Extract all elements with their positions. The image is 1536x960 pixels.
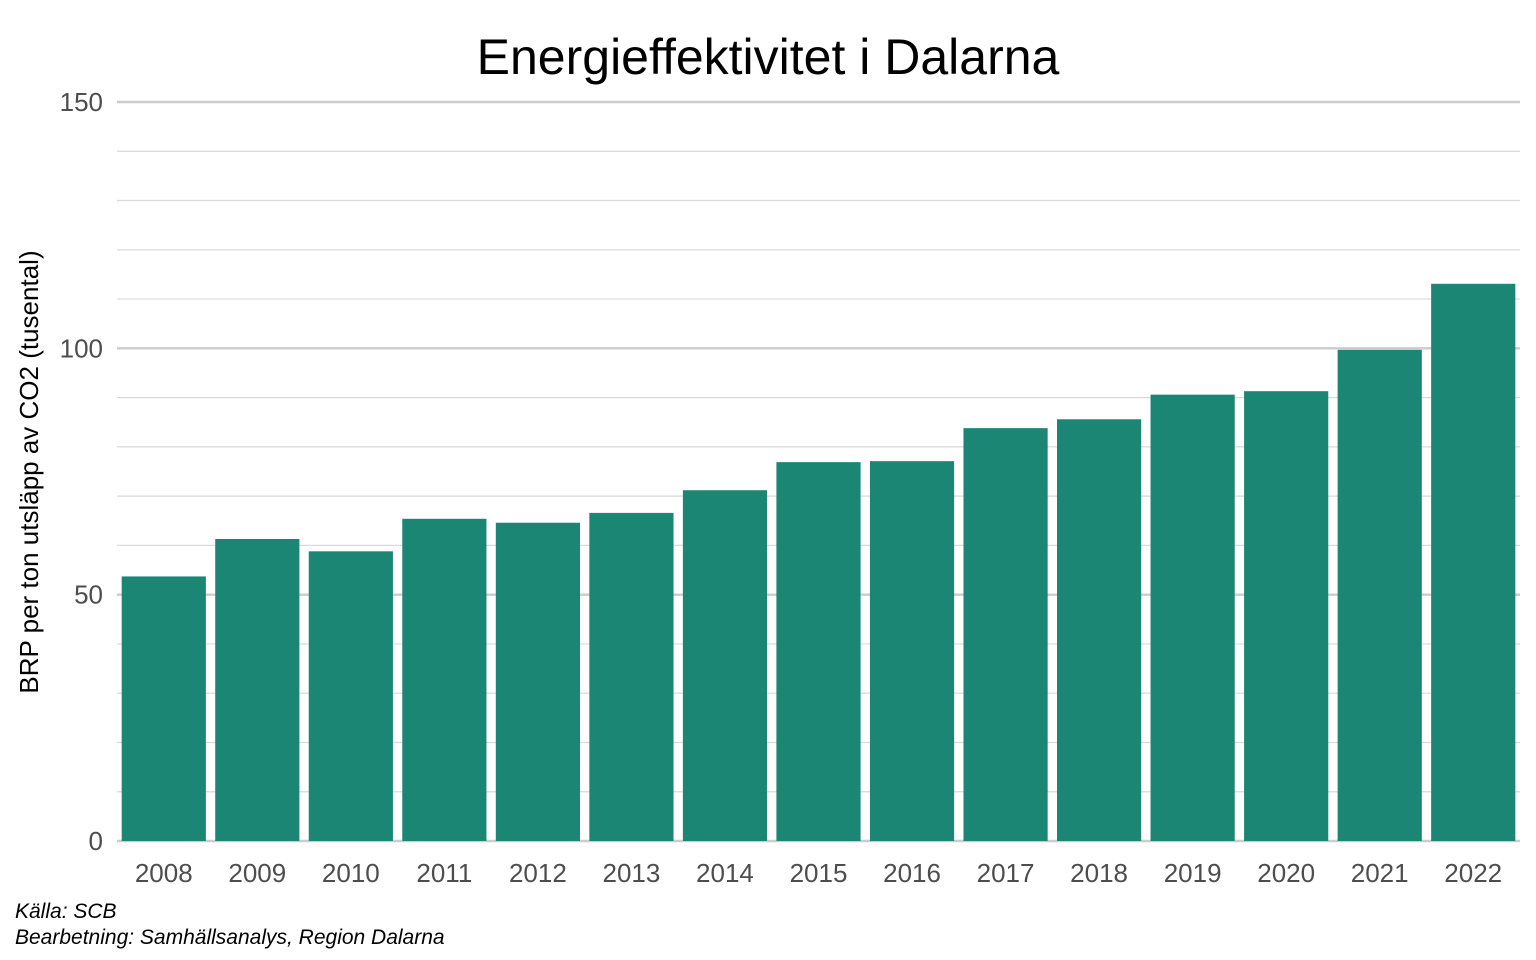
x-tick-label: 2017 [977, 858, 1035, 888]
x-tick-label: 2022 [1444, 858, 1502, 888]
bar-2012 [495, 522, 580, 841]
y-tick-label: 50 [74, 580, 103, 610]
x-tick-label: 2016 [883, 858, 941, 888]
bar-2011 [402, 518, 487, 841]
y-tick-label: 100 [60, 333, 103, 363]
y-tick-label: 0 [89, 826, 103, 856]
source-caption: Källa: SCB [15, 900, 117, 923]
processing-caption: Bearbetning: Samhällsanalys, Region Dala… [15, 926, 445, 949]
bar-2008 [121, 576, 206, 841]
x-tick-label: 2013 [603, 858, 661, 888]
bar-2018 [1057, 419, 1142, 841]
x-tick-label: 2019 [1164, 858, 1222, 888]
bar-2020 [1244, 391, 1329, 841]
bar-2009 [215, 538, 300, 841]
x-tick-label: 2009 [228, 858, 286, 888]
x-tick-label: 2012 [509, 858, 567, 888]
x-tick-label: 2014 [696, 858, 754, 888]
bar-2016 [869, 461, 955, 841]
x-tick-label: 2008 [135, 858, 193, 888]
x-axis-ticks: 2008 2009 2010 2011 2012 2013 2014 2015 2016 2017… [135, 858, 1502, 888]
bar-2017 [963, 428, 1048, 841]
bar-2014 [682, 490, 768, 841]
y-tick-label: 150 [60, 87, 103, 117]
bar-2022 [1431, 283, 1516, 841]
bar-2015 [776, 462, 861, 841]
bars [121, 283, 1516, 841]
y-axis-ticks: 0 50 100 150 [60, 87, 103, 856]
x-tick-label: 2010 [322, 858, 380, 888]
x-tick-label: 2011 [416, 858, 472, 888]
bar-2010 [308, 551, 393, 841]
bar-2013 [589, 512, 674, 841]
x-tick-label: 2015 [790, 858, 848, 888]
bar-2021 [1337, 349, 1422, 841]
x-tick-label: 2021 [1351, 858, 1409, 888]
bar-2019 [1150, 394, 1235, 841]
chart-title: Energieffektivitet i Dalarna [477, 29, 1060, 85]
y-axis-label: BRP per ton utsläpp av CO2 (tusental) [14, 250, 44, 693]
x-tick-label: 2020 [1257, 858, 1315, 888]
x-tick-label: 2018 [1070, 858, 1128, 888]
